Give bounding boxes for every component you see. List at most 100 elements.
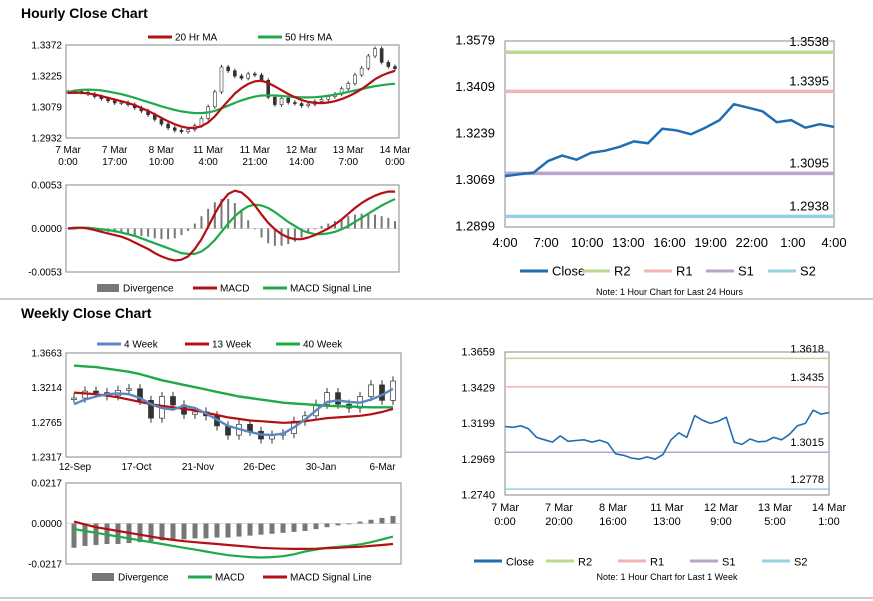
level-label-s1: 1.3015 xyxy=(790,437,824,449)
candle-body xyxy=(213,91,217,108)
y-tick-label: -0.0053 xyxy=(28,268,62,279)
level-label-s2: 1.2778 xyxy=(790,474,824,486)
y-tick-label: 1.2740 xyxy=(461,490,495,502)
candle-body xyxy=(148,400,154,419)
legend-label-close: Close xyxy=(506,557,534,569)
legend-swatch-divergence xyxy=(97,284,119,292)
x-tick-date: 7 Mar xyxy=(102,145,128,156)
y-tick-label: 1.2317 xyxy=(31,453,62,464)
divergence-bar xyxy=(313,228,316,230)
divergence-bar xyxy=(267,228,270,244)
divergence-bar xyxy=(368,519,374,524)
divergence-bar xyxy=(320,226,323,229)
candle-body xyxy=(126,388,132,391)
candle-body xyxy=(326,96,331,100)
legend-label-r2: R2 xyxy=(578,557,592,569)
x-tick-date: 11 Mar xyxy=(650,502,684,514)
candle-body xyxy=(219,66,224,93)
divergence-bar xyxy=(273,228,276,246)
divergence-bar xyxy=(180,228,183,236)
x-tick-date: 8 Mar xyxy=(149,145,175,156)
candle-body xyxy=(386,62,391,67)
x-tick-date: 12 Mar xyxy=(704,502,739,514)
divergence-bar xyxy=(260,228,263,238)
level-label-s2: 1.2938 xyxy=(789,198,829,213)
divergence-bar xyxy=(140,228,143,236)
divergence-bar xyxy=(71,523,77,548)
legend-label-macd: MACD xyxy=(215,573,244,584)
level-label-s1: 1.3095 xyxy=(789,155,829,170)
divergence-bar xyxy=(167,228,170,240)
y-tick-label: 0.0217 xyxy=(31,479,62,490)
y-tick-label: 1.3225 xyxy=(31,72,62,83)
weekly-pivot-panel: 1.3659 1.3429 1.3199 1.2969 1.2740 1.3618 1.34… xyxy=(461,343,846,582)
divergence-bar xyxy=(347,216,350,229)
legend-label-macd-signal-line: MACD Signal Line xyxy=(290,573,372,584)
legend-label-r1: R1 xyxy=(676,264,693,279)
divergence-bar xyxy=(324,523,330,528)
x-tick-label: 10:00 xyxy=(571,235,604,250)
x-tick-label: 16:00 xyxy=(653,235,686,250)
x-tick-label: 22:00 xyxy=(735,235,768,250)
plot-frame xyxy=(65,352,402,458)
x-tick-date: 7 Mar xyxy=(491,502,519,514)
chart-note: Note: 1 Hour Chart for Last 24 Hours xyxy=(596,287,744,297)
legend-label-13-week: 13 Week xyxy=(212,340,252,351)
divergence-bar xyxy=(380,216,383,229)
x-tick-time: 0:00 xyxy=(494,516,515,528)
x-tick-time: 5:00 xyxy=(764,516,785,528)
y-tick-label: 1.3579 xyxy=(455,33,495,48)
candle-body xyxy=(186,129,190,132)
candle-body xyxy=(71,397,77,400)
x-tick-date: 8 Mar xyxy=(599,502,627,514)
x-tick-label: 26-Dec xyxy=(243,462,275,473)
divergence-bar xyxy=(203,523,209,539)
candle-body xyxy=(119,102,124,104)
y-tick-label: 1.3429 xyxy=(461,382,495,394)
divergence-bar xyxy=(394,221,396,229)
divergence-bar xyxy=(173,228,176,239)
level-label-r2: 1.3618 xyxy=(790,343,824,355)
y-tick-label: 1.2932 xyxy=(31,134,62,145)
divergence-bar xyxy=(390,516,396,524)
weekly-macd-panel: 0.0217 0.0000 -0.0217 Divergence MACD MACD Si… xyxy=(28,479,402,584)
ma20-line xyxy=(67,69,396,130)
x-tick-date: 13 Mar xyxy=(758,502,793,514)
candle-body xyxy=(373,48,377,57)
macd-line xyxy=(73,528,394,559)
y-tick-label: 1.3199 xyxy=(461,418,495,430)
plot-frame xyxy=(65,44,400,139)
divergence-bar xyxy=(148,523,154,542)
macd-line xyxy=(67,189,395,262)
candle-body xyxy=(137,388,143,401)
candle-body xyxy=(172,127,177,131)
divergence-bar xyxy=(240,210,243,229)
legend-label-s2: S2 xyxy=(800,264,816,279)
legend-label-r1: R1 xyxy=(650,557,664,569)
divergence-bar xyxy=(247,220,250,229)
x-tick-time: 0:00 xyxy=(385,157,405,168)
chart-note: Note: 1 Hour Chart for Last 1 Week xyxy=(597,572,738,582)
y-tick-label: 1.3069 xyxy=(455,172,495,187)
legend-label-macd-signal-line: MACD Signal Line xyxy=(290,284,372,295)
x-tick-time: 4:00 xyxy=(198,157,218,168)
divergence-bar xyxy=(170,523,176,540)
divergence-bar xyxy=(307,228,310,234)
candle-body xyxy=(247,423,253,432)
x-tick-label: 4:00 xyxy=(821,235,846,250)
y-tick-label: 0.0000 xyxy=(31,519,62,530)
candle-body xyxy=(179,130,184,132)
divergence-bar xyxy=(192,523,198,539)
divergence-bar xyxy=(327,223,330,229)
divergence-bar xyxy=(137,523,143,543)
x-tick-time: 7:00 xyxy=(339,157,359,168)
candle-body xyxy=(112,100,117,104)
divergence-bar xyxy=(280,228,283,246)
legend-label-r2: R2 xyxy=(614,264,631,279)
legend-label-s1: S1 xyxy=(722,557,735,569)
y-tick-label: 1.2969 xyxy=(461,454,495,466)
legend-label-4-week: 4 Week xyxy=(124,340,159,351)
candle-body xyxy=(93,390,99,393)
level-label-r1: 1.3395 xyxy=(789,73,829,88)
candle-body xyxy=(366,55,371,69)
